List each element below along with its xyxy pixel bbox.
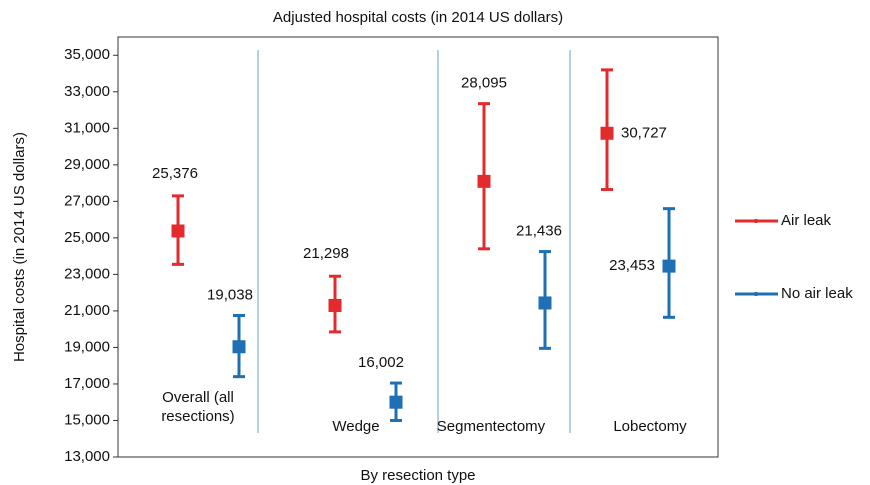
data-label: 21,298 (303, 245, 349, 262)
data-label: 21,436 (516, 223, 562, 240)
y-tick-label: 15,000 (64, 411, 110, 428)
chart-title: Adjusted hospital costs (in 2014 US doll… (273, 9, 563, 26)
x-category-label: Wedge (332, 418, 380, 435)
legend-label: No air leak (781, 285, 853, 302)
y-tick-label: 21,000 (64, 302, 110, 319)
data-label: 28,095 (461, 75, 507, 92)
y-tick-label: 13,000 (64, 448, 110, 465)
y-tick-label: 31,000 (64, 119, 110, 136)
y-tick-label: 27,000 (64, 192, 110, 209)
point-marker (389, 395, 403, 409)
data-label: 23,453 (609, 257, 655, 274)
point-marker (538, 296, 552, 310)
data-label: 30,727 (621, 124, 667, 141)
y-tick-label: 33,000 (64, 83, 110, 100)
x-category-label: Overall (all resections) (161, 389, 235, 425)
point-marker (600, 126, 614, 140)
y-tick-label: 25,000 (64, 229, 110, 246)
y-tick-label: 35,000 (64, 46, 110, 63)
plot-frame (117, 36, 719, 458)
data-label: 25,376 (152, 165, 198, 182)
y-tick-label: 29,000 (64, 156, 110, 173)
point-marker (328, 298, 342, 312)
data-label: 16,002 (358, 354, 404, 371)
point-marker (477, 174, 491, 188)
y-tick-label: 17,000 (64, 375, 110, 392)
x-category-label: Segmentectomy (436, 418, 546, 435)
x-axis-label: By resection type (360, 467, 475, 484)
point-marker (171, 224, 185, 238)
point-marker (662, 259, 676, 273)
x-category-label: Lobectomy (613, 418, 687, 435)
y-tick-label: 19,000 (64, 338, 110, 355)
y-axis-label: Hospital costs (in 2014 US dollars) (11, 132, 28, 362)
y-tick-label: 23,000 (64, 265, 110, 282)
point-marker (232, 340, 246, 354)
data-label: 19,038 (207, 286, 253, 303)
legend-label: Air leak (781, 212, 832, 229)
